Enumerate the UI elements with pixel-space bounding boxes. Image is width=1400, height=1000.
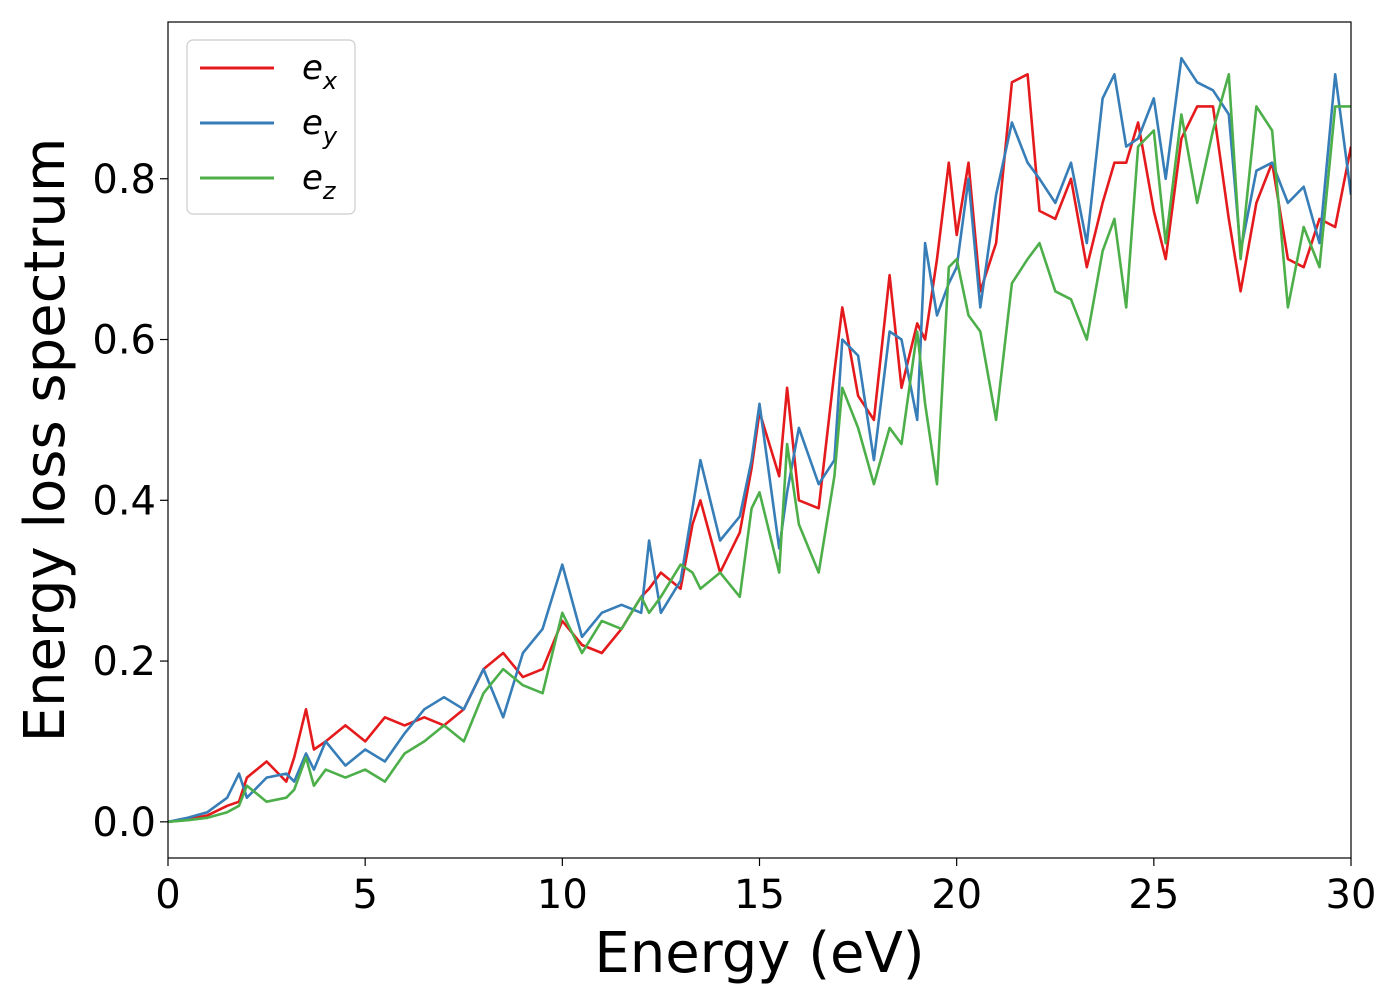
legend-label: ez <box>302 158 337 205</box>
x-axis-ticks: 0 5 10 15 20 25 30 <box>155 858 1376 918</box>
y-tick-label: 0.4 <box>92 478 156 524</box>
legend: ex ey ez <box>186 39 356 215</box>
legend-label: ex <box>302 48 338 95</box>
x-tick-label: 15 <box>734 872 785 918</box>
legend-box <box>186 39 356 215</box>
x-tick-label: 30 <box>1326 872 1377 918</box>
y-tick-label: 0.8 <box>92 157 156 203</box>
y-axis-label: Energy loss spectrum <box>13 138 78 743</box>
y-tick-label: 0.2 <box>92 639 156 685</box>
x-axis-label: Energy (eV) <box>594 921 924 986</box>
y-tick-label: 0.0 <box>92 800 156 846</box>
legend-label: ey <box>302 103 338 150</box>
y-axis-ticks: 0.0 0.2 0.4 0.6 0.8 <box>92 157 168 846</box>
series-line-e-x <box>168 73 1351 824</box>
series-layer <box>168 56 1351 824</box>
x-tick-label: 10 <box>537 872 588 918</box>
x-tick-label: 25 <box>1128 872 1179 918</box>
series-line-e-y <box>168 56 1351 824</box>
x-tick-label: 5 <box>352 872 377 918</box>
series-line-e-z <box>168 73 1351 824</box>
y-tick-label: 0.6 <box>92 318 156 364</box>
x-tick-label: 20 <box>931 872 982 918</box>
x-tick-label: 0 <box>155 872 180 918</box>
